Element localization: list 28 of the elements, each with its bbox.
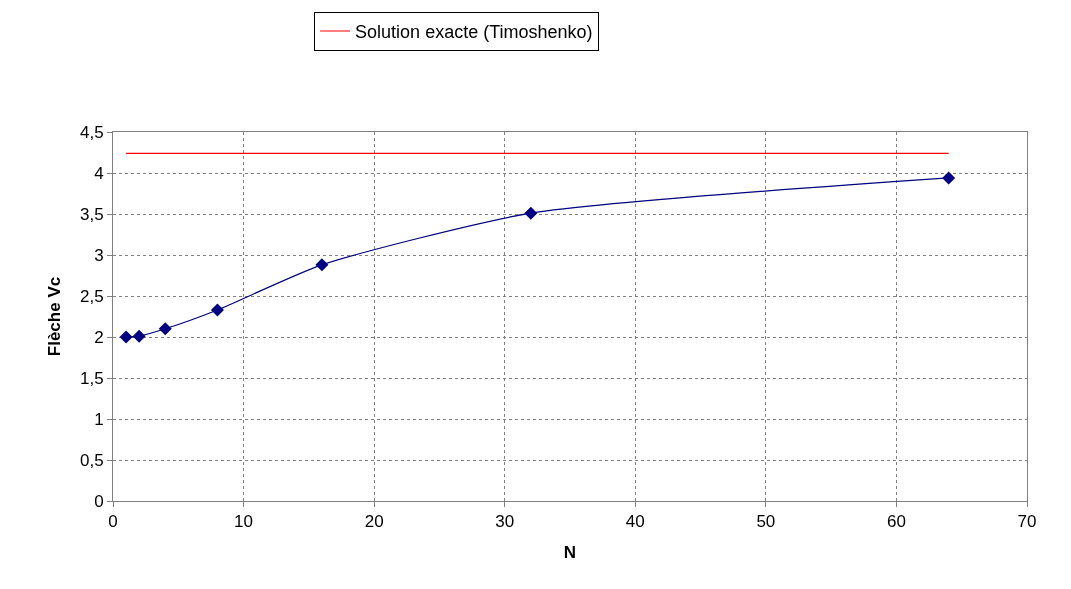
x-tick-label: 30 xyxy=(495,512,515,532)
x-tick-label: 50 xyxy=(756,512,776,532)
x-tick-label: 40 xyxy=(625,512,645,532)
point xyxy=(315,258,329,272)
y-axis-title: Flèche Vc xyxy=(44,276,64,357)
x-tick-label: 0 xyxy=(108,512,118,532)
y-tick-label: 1,5 xyxy=(79,368,104,388)
legend-label: Solution exacte (Timoshenko) xyxy=(355,22,593,43)
y-tick-label: 2,5 xyxy=(79,286,104,306)
point xyxy=(158,322,172,336)
y-tick-label: 3 xyxy=(94,245,104,265)
x-axis-title: N xyxy=(563,542,577,562)
y-tick-label: 1 xyxy=(94,409,104,429)
y-tick-label: 4 xyxy=(94,163,104,183)
point xyxy=(119,330,133,344)
y-tick-label: 3,5 xyxy=(79,204,104,224)
y-tick-label: 4,5 xyxy=(79,122,104,142)
y-tick-label: 2 xyxy=(94,327,104,347)
point xyxy=(132,329,146,343)
point xyxy=(524,206,538,220)
x-tick-label: 20 xyxy=(364,512,384,532)
point xyxy=(210,303,224,317)
x-tick-label: 70 xyxy=(1017,512,1037,532)
y-tick-label: 0,5 xyxy=(79,450,104,470)
y-tick-label: 0 xyxy=(94,491,104,511)
point xyxy=(942,171,956,185)
x-tick-label: 60 xyxy=(886,512,906,532)
x-tick-label: 10 xyxy=(234,512,254,532)
